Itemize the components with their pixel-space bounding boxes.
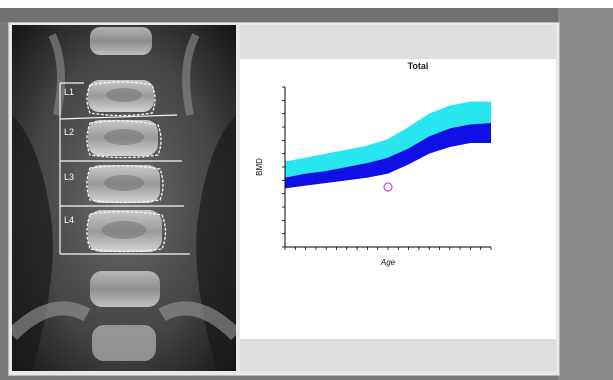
- sacrum: [92, 325, 156, 361]
- roi-contours: [86, 81, 167, 253]
- y-axis-label: BMD: [255, 158, 264, 176]
- pelvis-right: [158, 301, 236, 341]
- chart-panel: Total BMD Age: [240, 25, 556, 371]
- rib-left-top: [48, 33, 65, 116]
- canal-l4: [102, 221, 146, 239]
- rib-right-top: [182, 33, 200, 116]
- roi-lines: [59, 82, 190, 255]
- pelvis-left: [12, 301, 91, 341]
- reference-band-light: [285, 101, 491, 178]
- window-top-strip: [0, 8, 560, 22]
- chart-axes: [282, 86, 492, 250]
- patient-marker: [383, 182, 393, 192]
- scan-label-l2: L2: [64, 127, 74, 137]
- vertebra-l5: [90, 271, 160, 307]
- chart-title: Total: [407, 61, 429, 71]
- spine-scan-svg: L1 L2 L3 L4: [12, 25, 236, 371]
- x-axis-label: Age: [380, 258, 396, 267]
- canal-l2: [104, 129, 144, 145]
- reference-chart: BMD Age: [255, 86, 492, 267]
- spine-scan-image: L1 L2 L3 L4: [12, 25, 236, 371]
- canal-l3: [104, 175, 144, 191]
- reference-band-dark: [285, 123, 491, 189]
- scan-label-l3: L3: [64, 172, 74, 182]
- right-gray-bar: [558, 8, 613, 380]
- canal-l1: [106, 88, 142, 102]
- scan-label-l1: L1: [64, 87, 74, 97]
- scan-label-l4: L4: [64, 215, 74, 225]
- panel-top-bar: [240, 25, 556, 59]
- vertebra-t12: [90, 27, 152, 55]
- panel-bottom-bar: [240, 339, 556, 371]
